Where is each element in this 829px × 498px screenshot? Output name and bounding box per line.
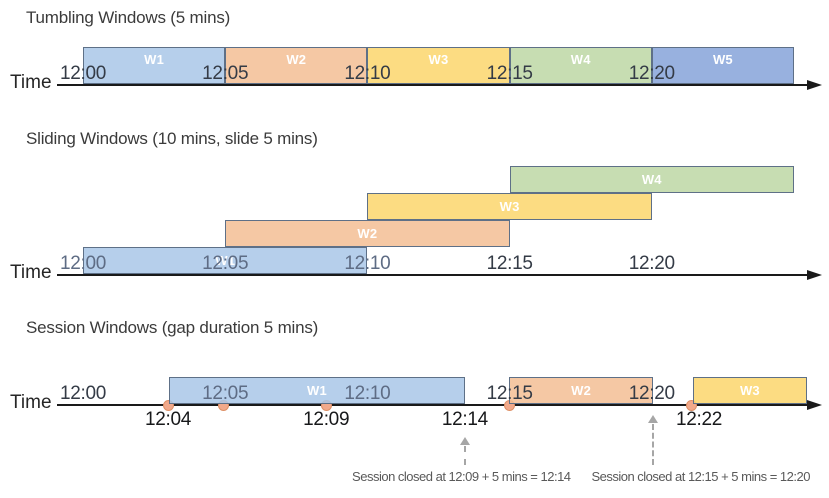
window-label-w4: W4 — [641, 172, 662, 187]
dashed-up-arrow-shaft-2 — [652, 424, 655, 465]
session-tick-1200: 12:00 — [59, 383, 107, 404]
session-time-axis-line — [57, 404, 809, 406]
window-label-w2: W2 — [357, 226, 378, 241]
sliding-tick-1220: 12:20 — [628, 253, 675, 274]
window-bar-w1: W1 — [83, 47, 226, 84]
tumbling-section-title: Tumbling Windows (5 mins) — [26, 8, 231, 27]
window-bar-w1: W1 — [83, 247, 368, 274]
window-label-w5: W5 — [712, 52, 733, 67]
window-bar-w2: W2 — [509, 377, 654, 404]
sliding-tick-1205: 12:05 — [202, 253, 249, 274]
window-bar-w1: W1 — [168, 377, 465, 404]
sliding-section-title: Sliding Windows (10 mins, slide 5 mins) — [26, 129, 318, 148]
tumbling-time-axis-label: Time — [10, 72, 52, 93]
session-section-title: Session Windows (gap duration 5 mins) — [26, 318, 319, 337]
dashed-up-arrow-head-icon-1 — [459, 437, 470, 445]
sliding-tick-1200: 12:00 — [59, 253, 107, 274]
window-bar-w3: W3 — [693, 377, 807, 404]
window-label-w2: W2 — [286, 52, 307, 67]
session-annotation-1: Session closed at 12:09 + 5 mins = 12:14 — [352, 469, 571, 484]
window-bar-w4: W4 — [509, 47, 652, 84]
tumbling-tick-1200: 12:00 — [59, 63, 107, 84]
below-axis-label-1209: 12:09 — [303, 409, 350, 430]
below-axis-label-1204: 12:04 — [144, 409, 192, 430]
tumbling-tick-1220: 12:20 — [628, 63, 675, 84]
event-dot-1 — [162, 399, 174, 411]
window-bar-w4: W4 — [509, 166, 794, 193]
window-label-w3: W3 — [428, 52, 449, 67]
below-axis-label-1214: 12:14 — [441, 409, 488, 430]
below-axis-label-1222: 12:22 — [675, 409, 723, 430]
window-label-w1: W1 — [215, 253, 236, 268]
window-bar-w3: W3 — [367, 193, 652, 220]
sliding-time-axis-label: Time — [10, 262, 52, 283]
window-label-w3: W3 — [499, 199, 520, 214]
sliding-tick-1210: 12:10 — [344, 253, 391, 274]
tumbling-time-axis-line — [57, 84, 809, 86]
sliding-time-axis-arrowhead-icon — [807, 270, 822, 280]
dashed-up-arrow-shaft-1 — [463, 446, 466, 465]
tumbling-tick-1215: 12:15 — [486, 63, 533, 84]
window-bar-w5: W5 — [651, 47, 794, 84]
session-annotation-2: Session closed at 12:15 + 5 mins = 12:20 — [591, 469, 810, 484]
window-label-w4: W4 — [570, 52, 591, 67]
window-label-w2: W2 — [571, 383, 592, 398]
window-label-w1: W1 — [306, 383, 327, 398]
window-bar-w2: W2 — [225, 47, 368, 84]
session-time-axis-label: Time — [10, 392, 52, 413]
session-tick-1220: 12:20 — [628, 383, 675, 404]
window-label-w1: W1 — [144, 52, 165, 67]
window-bar-w3: W3 — [367, 47, 510, 84]
session-time-axis-arrowhead-icon — [807, 400, 822, 410]
sliding-tick-1215: 12:15 — [486, 253, 533, 274]
session-tick-1215: 12:15 — [486, 383, 533, 404]
tumbling-tick-1210: 12:10 — [344, 63, 391, 84]
dashed-up-arrow-head-icon-2 — [648, 415, 659, 423]
session-tick-1205: 12:05 — [202, 383, 249, 404]
window-bar-w2: W2 — [225, 220, 510, 247]
tumbling-tick-1205: 12:05 — [202, 63, 249, 84]
sliding-time-axis-line — [57, 274, 809, 276]
event-dot-5 — [686, 399, 698, 411]
tumbling-time-axis-arrowhead-icon — [807, 80, 822, 90]
window-label-w3: W3 — [739, 383, 760, 398]
session-tick-1210: 12:10 — [344, 383, 391, 404]
